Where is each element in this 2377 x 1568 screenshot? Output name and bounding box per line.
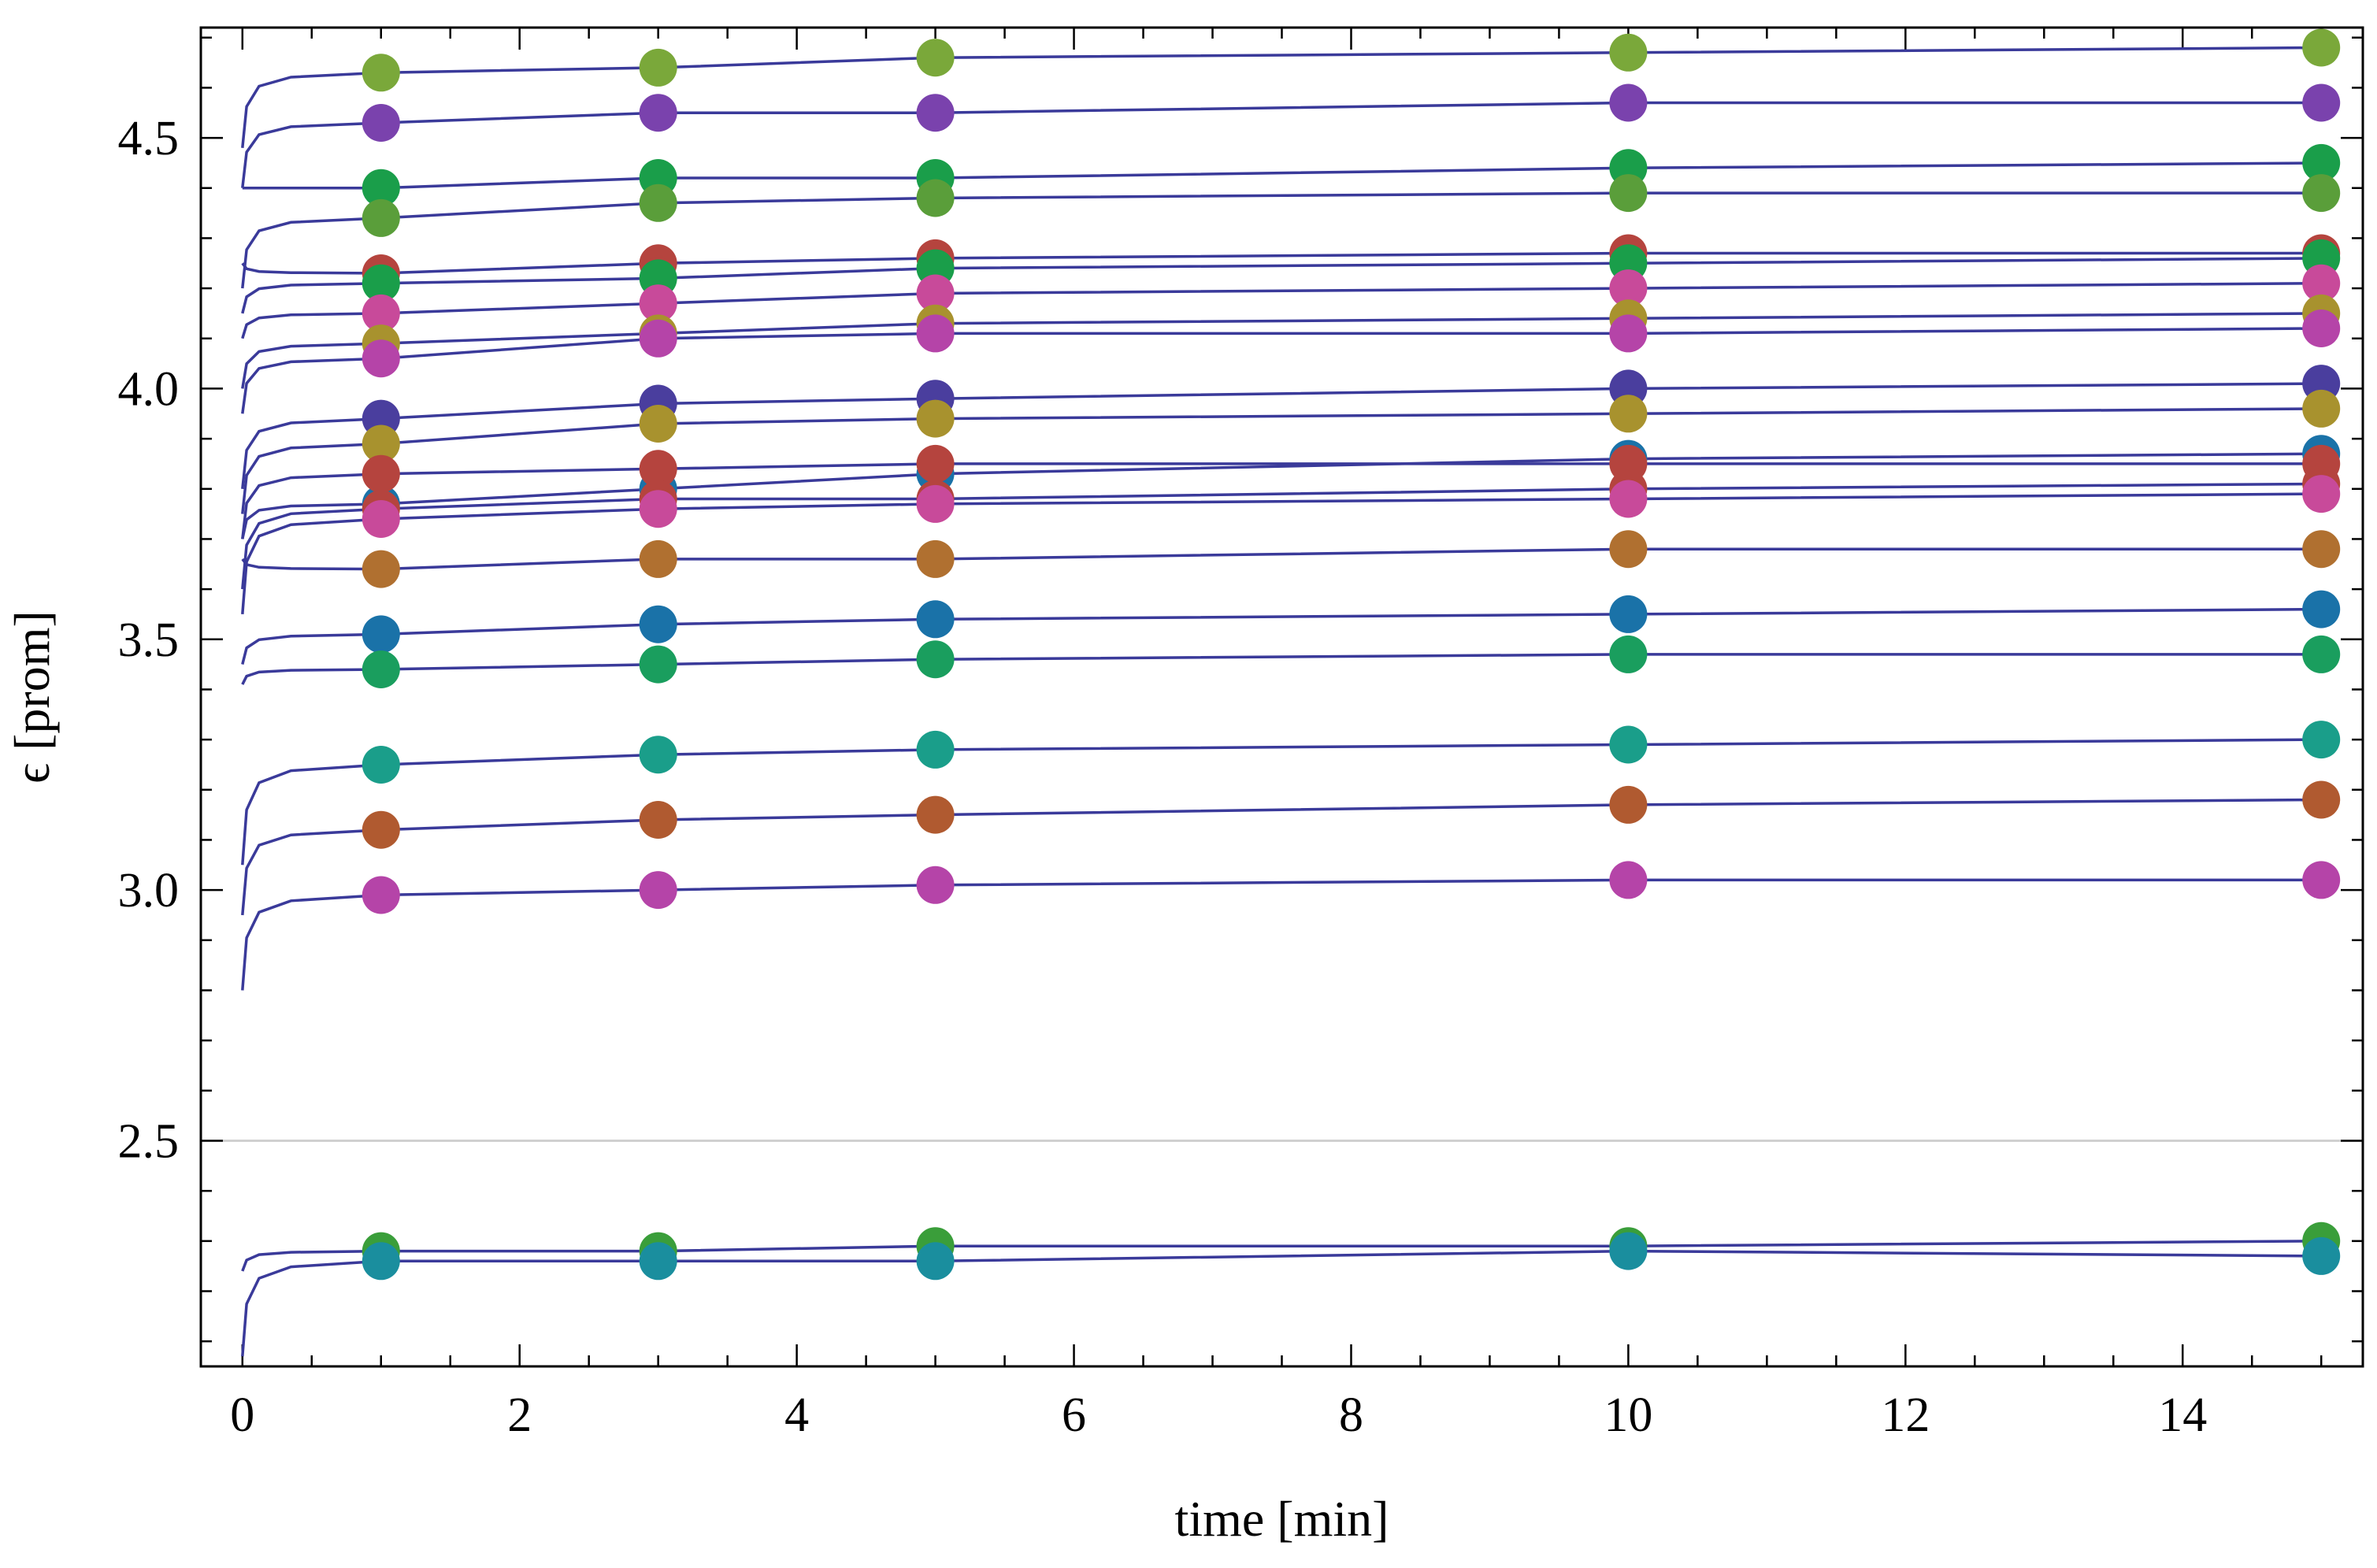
data-point-s1 [362,54,400,92]
data-point-s23 [639,1242,677,1281]
data-point-s20 [2302,780,2341,819]
x-tick-label: 14 [2158,1388,2207,1442]
data-point-s1 [916,39,955,77]
data-point-s19 [639,736,677,774]
x-axis-label: time [min] [1175,1491,1389,1547]
data-point-s2 [1609,83,1648,122]
data-point-s7 [639,284,677,323]
data-point-s16 [2302,530,2341,569]
data-point-s15 [362,500,400,538]
data-point-s6 [362,264,400,302]
data-point-s11 [2302,389,2341,428]
x-tick-label: 12 [1881,1388,1930,1442]
data-point-s9 [639,319,677,358]
data-point-s19 [362,746,400,784]
data-point-s3 [362,169,400,207]
data-point-s15 [916,484,955,523]
data-point-s7 [2302,264,2341,302]
data-point-s2 [2302,83,2341,122]
data-point-s2 [362,104,400,142]
data-point-s16 [362,550,400,588]
data-point-s15 [639,490,677,528]
data-point-s20 [916,795,955,834]
plot-frame [199,26,2364,1368]
y-tick-label: 4.5 [118,112,180,165]
data-point-s16 [916,539,955,578]
data-point-s4 [1609,174,1648,213]
y-tick-label: 2.5 [118,1114,180,1168]
x-tick-label: 2 [507,1388,532,1442]
data-point-s23 [2302,1236,2341,1275]
data-point-s2 [916,94,955,132]
data-point-s18 [639,645,677,684]
data-point-s23 [1609,1232,1648,1270]
data-point-s1 [1609,33,1648,72]
data-point-s20 [639,801,677,839]
x-tick-label: 6 [1062,1388,1086,1442]
data-point-s19 [2302,721,2341,759]
data-point-s3 [2302,143,2341,182]
data-point-s11 [362,424,400,463]
data-point-s7 [916,274,955,313]
data-point-s13 [916,444,955,483]
y-tick-label: 3.5 [118,613,180,667]
data-point-s4 [916,179,955,217]
data-point-s11 [639,405,677,443]
data-point-s2 [639,94,677,132]
data-point-s4 [362,198,400,237]
data-point-s9 [916,314,955,353]
data-point-s18 [1609,635,1648,673]
data-point-s16 [639,539,677,578]
data-point-s16 [1609,530,1648,569]
y-axis: 2.5 3.0 3.5 4.0 4.5 [118,112,180,1168]
data-point-s19 [916,730,955,769]
data-point-s20 [1609,785,1648,824]
x-tick-label: 4 [784,1388,809,1442]
data-point-s20 [362,810,400,849]
data-point-s17 [916,600,955,639]
y-tick-label: 3.0 [118,864,180,917]
data-point-s13 [362,454,400,493]
data-point-s19 [1609,725,1648,764]
data-point-s1 [639,48,677,87]
data-point-s23 [362,1242,400,1281]
x-tick-label: 0 [230,1388,254,1442]
data-point-s11 [916,399,955,438]
data-point-s9 [362,339,400,378]
data-point-s13 [639,450,677,488]
data-point-s15 [1609,480,1648,518]
data-point-s7 [362,294,400,332]
data-point-s7 [1609,269,1648,308]
data-point-s11 [1609,395,1648,433]
y-axis-label: ϵ [prom] [4,610,60,784]
data-point-s17 [639,605,677,643]
data-point-s17 [362,615,400,654]
data-point-s23 [916,1242,955,1281]
data-point-s9 [1609,314,1648,353]
y-tick-label: 4.0 [118,362,180,416]
data-point-s21 [916,866,955,904]
data-point-s17 [1609,595,1648,633]
data-point-s21 [362,876,400,914]
data-point-s9 [2302,310,2341,347]
data-point-s18 [362,651,400,688]
x-axis: 0 2 4 6 8 10 12 14 [230,1388,2207,1442]
data-point-s21 [2302,861,2341,899]
data-points [362,28,2341,1281]
data-point-s21 [639,871,677,910]
data-point-s18 [2302,635,2341,673]
x-tick-label: 8 [1339,1388,1363,1442]
data-point-s21 [1609,861,1648,899]
data-point-s18 [916,640,955,679]
minor-tick-layer [201,28,2363,1366]
data-point-s4 [639,183,677,222]
data-point-s4 [2302,174,2341,213]
data-point-s17 [2302,590,2341,628]
data-point-s15 [2302,475,2341,513]
data-point-s1 [2302,28,2341,67]
x-tick-label: 10 [1604,1388,1652,1442]
